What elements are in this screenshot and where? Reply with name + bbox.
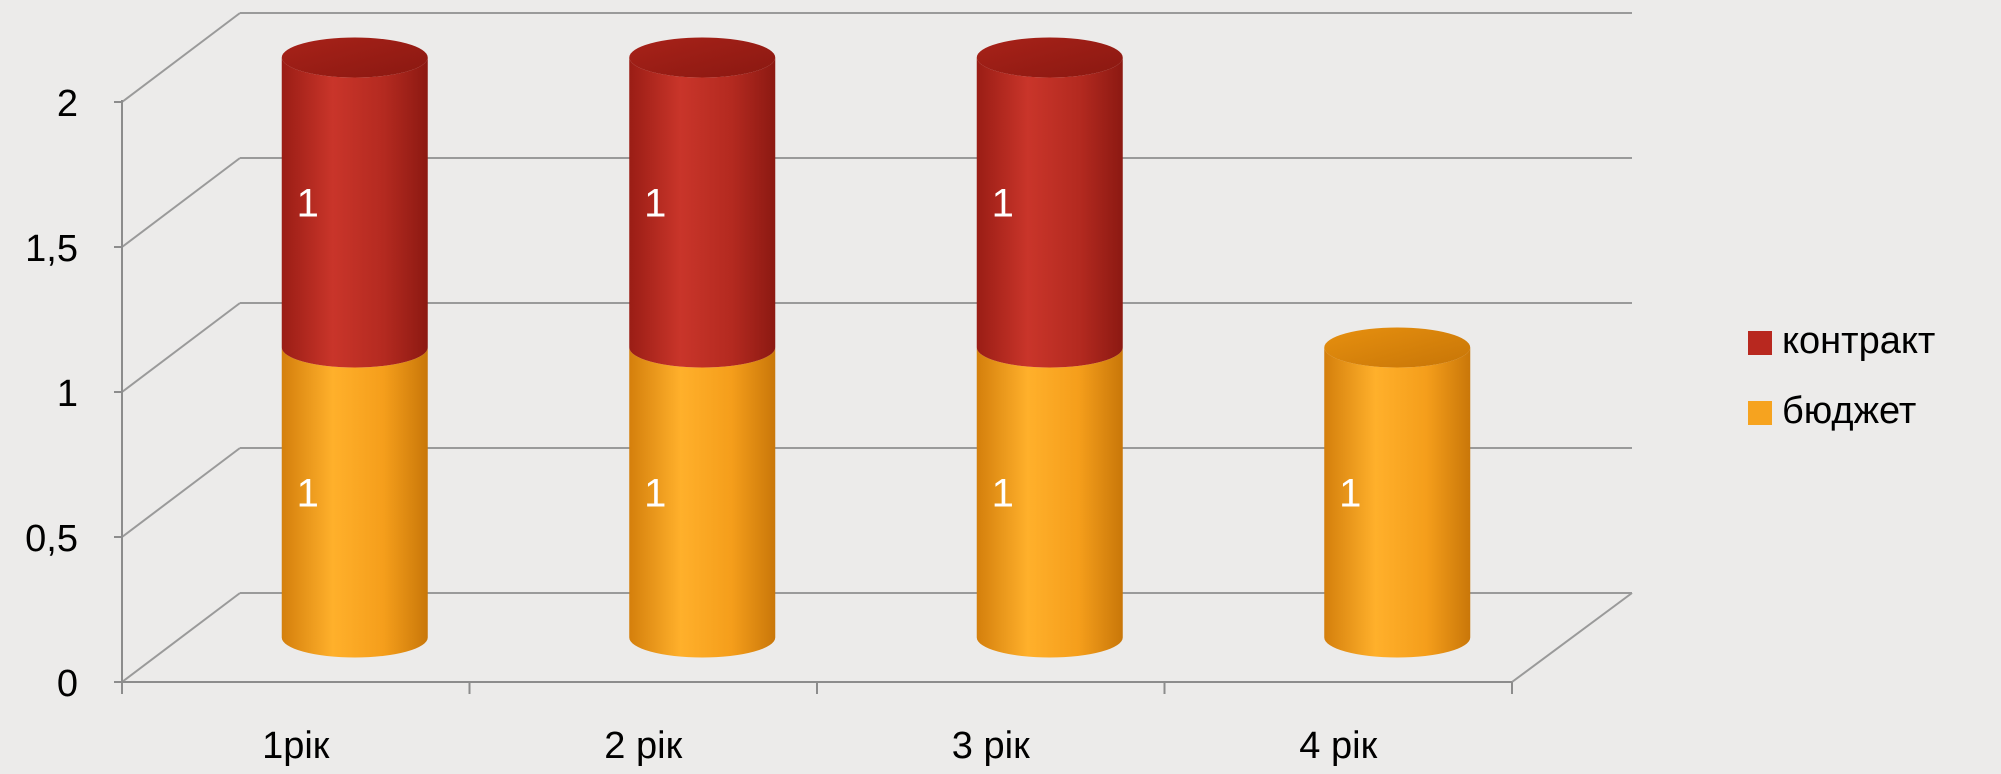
data-label: 1 [644,182,666,226]
bar-stack [629,37,776,658]
bar-contract-segment-top [281,37,428,78]
data-label: 1 [992,182,1014,226]
y-tick-label: 1,5 [25,228,78,270]
y-tick-label: 0 [57,663,78,705]
data-label: 1 [644,472,666,516]
legend-label: бюджет [1782,390,1916,432]
floor-right-edge [1511,592,1633,683]
x-tick-label: 3 рік [952,725,1030,767]
axis-layer: 0 0,5 1 1,5 2 1рік 2 рік 3 рік 4 рік [25,83,1513,767]
gridline-side [121,12,241,103]
bar-stack [281,37,428,658]
bar-contract-segment [976,57,1123,368]
bar-contract-segment [629,57,776,368]
bars-layer [281,37,1471,658]
data-label: 1 [1339,472,1361,516]
x-tick-label: 2 рік [604,725,682,767]
x-tick-label: 1рік [262,725,330,767]
labels-layer: 1 1 1 1 1 1 1 [297,182,1362,516]
bar-budget-segment [976,347,1123,658]
legend-label: контракт [1782,320,1935,362]
bar-stack [976,37,1123,658]
data-label: 1 [297,472,319,516]
gridline-side [121,447,241,538]
y-tick-label: 0,5 [25,518,78,560]
bar-budget-segment [629,347,776,658]
bar-contract-segment-top [629,37,776,78]
gridline-side [121,157,241,248]
legend: контракт бюджет [1748,320,1935,432]
gridline-side [121,302,241,393]
bar-budget-segment [281,347,428,658]
gridline-side [121,592,241,683]
data-label: 1 [992,472,1014,516]
data-label: 1 [297,182,319,226]
bar-stack [1324,327,1471,658]
x-tick-label: 4 рік [1299,725,1377,767]
bar-contract-segment-top [976,37,1123,78]
legend-swatch [1748,401,1772,425]
y-tick-label: 1 [57,373,78,415]
legend-swatch [1748,331,1772,355]
bar-budget-segment [1324,347,1471,658]
y-tick-label: 2 [57,83,78,125]
bar-contract-segment [281,57,428,368]
bar-budget-segment-top [1324,327,1471,368]
